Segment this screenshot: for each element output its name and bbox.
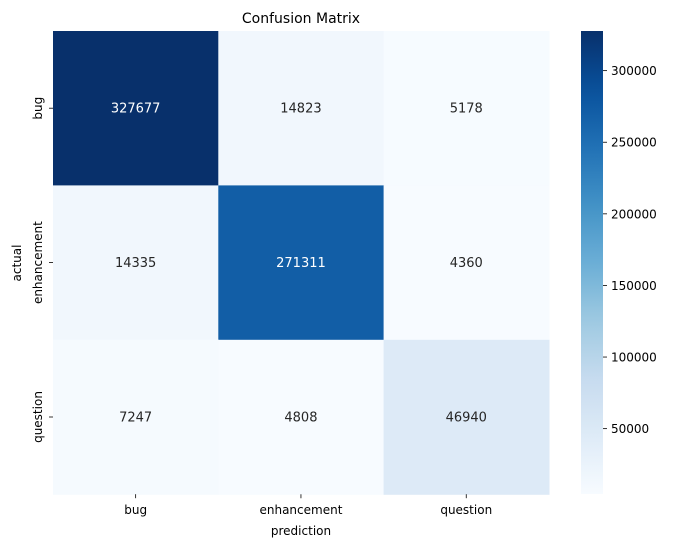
colorbar-gradient <box>581 31 603 494</box>
cell-annotations: 327677 14823 5178 14335 271311 4360 7247 4808 46… <box>111 102 487 426</box>
x-tick-label: bug <box>124 503 147 517</box>
heatmap-cell <box>53 185 219 341</box>
heatmap-cell <box>383 31 550 186</box>
colorbar: 50000 100000 150000 200000 250000 300000 <box>581 31 657 494</box>
y-tick-label: question <box>31 391 45 443</box>
cell-value: 4808 <box>284 411 317 426</box>
colorbar-tick-label: 100000 <box>611 351 657 365</box>
heatmap-cells <box>53 31 550 495</box>
heatmap-cell <box>383 185 550 341</box>
colorbar-tick-label: 150000 <box>611 279 657 293</box>
x-axis-label: prediction <box>271 524 331 538</box>
cell-value: 46940 <box>446 411 487 426</box>
cell-value: 4360 <box>450 256 483 271</box>
heatmap-cell <box>53 31 219 186</box>
heatmap-cell <box>218 185 385 341</box>
chart-title: Confusion Matrix <box>242 11 360 27</box>
y-tick-label: enhancement <box>31 221 45 304</box>
cell-value: 327677 <box>111 102 161 117</box>
heatmap-cell <box>218 339 385 495</box>
colorbar-tick-label: 250000 <box>611 136 657 150</box>
y-tick-label: bug <box>31 97 45 120</box>
x-axis: bug enhancement question <box>124 494 492 517</box>
colorbar-tick-label: 200000 <box>611 207 657 221</box>
colorbar-tick-label: 50000 <box>611 422 649 436</box>
cell-value: 271311 <box>276 256 326 271</box>
cell-value: 14823 <box>280 102 321 117</box>
heatmap-cell <box>53 339 219 495</box>
y-axis: bug enhancement question <box>31 97 53 443</box>
x-tick-label: enhancement <box>259 503 342 517</box>
cell-value: 7247 <box>119 411 152 426</box>
cell-value: 5178 <box>450 102 483 117</box>
x-tick-label: question <box>440 503 492 517</box>
heatmap-cell <box>218 31 385 186</box>
heatmap-cell <box>383 339 550 495</box>
y-axis-label: actual <box>10 245 24 282</box>
cell-value: 14335 <box>115 256 156 271</box>
colorbar-tick-label: 300000 <box>611 64 657 78</box>
